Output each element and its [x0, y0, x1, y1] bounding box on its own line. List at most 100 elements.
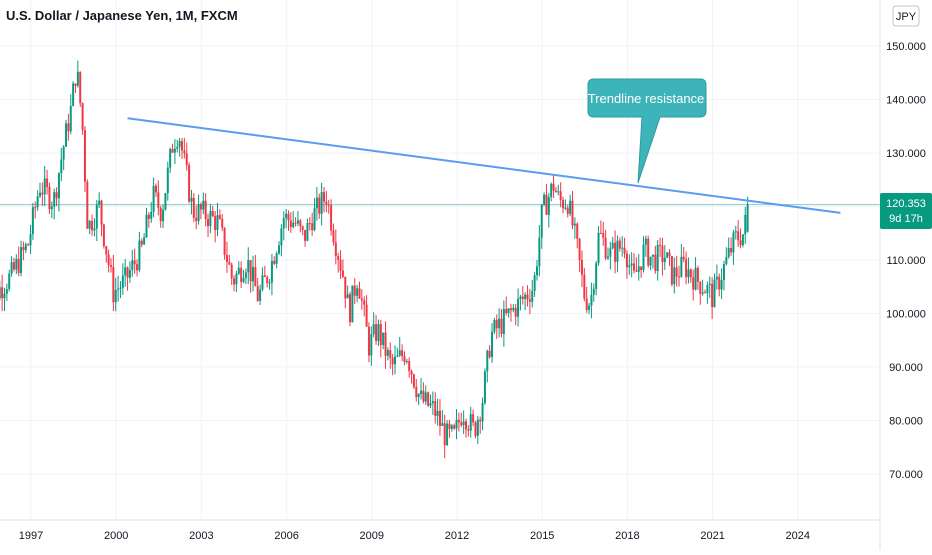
candle-body [285, 213, 288, 219]
candle-down [240, 261, 243, 289]
candle-up [306, 218, 309, 242]
candle-up [557, 184, 560, 196]
candle-up [507, 307, 510, 318]
candle-down [495, 314, 498, 339]
candle-down [266, 275, 269, 288]
candle-body [242, 278, 245, 282]
candle-down [410, 369, 413, 384]
candle-down [528, 288, 531, 315]
candle-down [403, 351, 406, 366]
candle-body [741, 234, 744, 246]
candle-down [353, 278, 356, 305]
candle-body [105, 246, 108, 255]
candle-body [10, 262, 13, 274]
candle-body [83, 130, 86, 182]
candle-body [566, 207, 569, 214]
candle-body [349, 294, 352, 323]
candle-body [88, 221, 91, 229]
candle-up [538, 225, 541, 277]
candle-body [431, 401, 434, 404]
candle-up [145, 207, 148, 238]
currency-box [892, 5, 920, 27]
trendline-callout[interactable]: Trendline resistance [587, 78, 707, 184]
candle-body [185, 153, 188, 166]
candle-down [711, 277, 714, 320]
candle-body [663, 257, 666, 263]
candle-up [550, 182, 553, 202]
candle-body [446, 423, 449, 446]
candle-body [630, 263, 633, 266]
candle-up [372, 312, 375, 338]
price-tick-label: 140.000 [886, 95, 926, 107]
currency-button[interactable]: JPY [892, 5, 920, 27]
currency-label: JPY [896, 11, 917, 23]
candle-body [138, 240, 141, 271]
candle-down [559, 182, 562, 208]
candle-body [647, 238, 650, 266]
candle-body [611, 242, 614, 249]
candle-up [143, 233, 146, 245]
candle-body [251, 267, 254, 282]
candle-up [3, 287, 6, 312]
price-tag-value: 120.353 [886, 198, 926, 210]
candle-down [74, 83, 77, 93]
candle-up [320, 182, 323, 226]
candle-body [408, 361, 411, 372]
candle-down [401, 344, 404, 362]
candle-body [17, 258, 20, 274]
candle-body [441, 423, 444, 426]
candle-up [663, 245, 666, 270]
candle-body [164, 193, 167, 210]
candle-up [481, 397, 484, 431]
candle-body [249, 260, 252, 282]
candle-body [306, 223, 309, 241]
candle-body [204, 200, 207, 219]
trendline-resistance[interactable] [127, 117, 841, 214]
candle-body [559, 191, 562, 200]
candle-up [38, 182, 41, 198]
candle-up [533, 271, 536, 297]
candle-body [365, 304, 368, 327]
candle-body [554, 190, 557, 193]
candle-body [311, 223, 314, 231]
candle-up [346, 285, 349, 299]
candle-body [651, 254, 654, 257]
candle-body [41, 192, 44, 195]
candle-up [649, 256, 652, 271]
candle-up [595, 261, 598, 296]
candle-body [180, 141, 183, 151]
time-scale[interactable]: 1997 2000 2003 2006 2009 2012 2015 2018 2021 2024 [19, 530, 810, 542]
candle-up [535, 259, 538, 281]
candle-down [308, 217, 311, 231]
candle-up [261, 267, 264, 292]
candle-body [322, 192, 325, 202]
candle-down [552, 175, 555, 199]
candle-body [228, 261, 231, 265]
candle-body [254, 267, 257, 287]
time-tick-label: 2012 [445, 530, 469, 542]
candle-body [424, 392, 427, 402]
candle-down [301, 225, 304, 236]
candle-body [535, 266, 538, 276]
candle-body [417, 394, 420, 398]
candle-body [472, 414, 475, 423]
candle-down [105, 245, 108, 263]
candle-body [715, 276, 718, 280]
candle-body [519, 296, 522, 299]
candle-body [188, 165, 191, 202]
candle-down [330, 199, 333, 236]
candle-body [564, 207, 567, 209]
candle-down [332, 223, 335, 246]
candle-down [602, 221, 605, 246]
candle-body [547, 197, 550, 215]
candle-up [138, 231, 141, 273]
candle-body [367, 326, 370, 356]
candle-up [592, 283, 595, 302]
candle-down [17, 246, 20, 277]
candle-up [741, 234, 744, 248]
candle-down [457, 412, 460, 432]
candle-body [462, 421, 465, 426]
candle-up [722, 260, 725, 291]
